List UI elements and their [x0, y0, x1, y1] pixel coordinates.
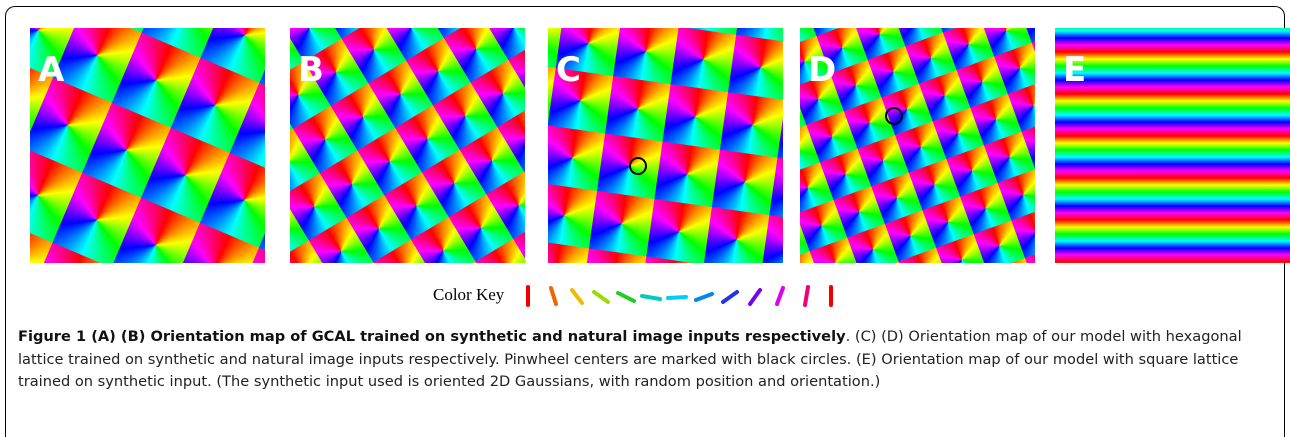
- panel-label: D: [808, 50, 836, 90]
- caption: Figure 1 (A) (B) Orientation map of GCAL…: [18, 326, 1276, 394]
- panel-label: E: [1063, 50, 1086, 90]
- orientation-map: A: [30, 28, 265, 263]
- color-key-label: Color Key: [433, 285, 504, 305]
- color-key: [518, 284, 863, 310]
- orientation-map: B: [290, 28, 525, 263]
- orientation-map: E: [1055, 28, 1290, 263]
- orientation-map: C: [548, 28, 783, 263]
- caption-title: Figure 1 (A) (B) Orientation map of GCAL…: [18, 328, 846, 345]
- panel-label: B: [298, 50, 324, 90]
- pinwheel-marker: [885, 107, 903, 125]
- panel-label: C: [556, 50, 581, 90]
- pinwheel-marker: [629, 157, 647, 175]
- orientation-map: D: [800, 28, 1035, 263]
- page: A B C D E Color Key Figure 1 (A) (B) Ori…: [0, 0, 1290, 437]
- panel-label: A: [38, 50, 64, 90]
